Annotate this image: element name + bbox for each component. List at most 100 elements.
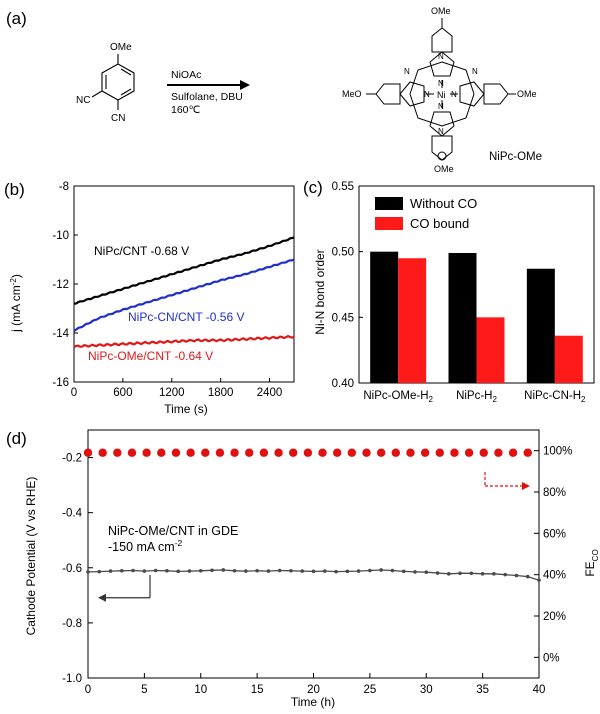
panel-c-ytick-label: 0.55 (332, 181, 354, 193)
panel-c-ylabel: Ni-N bond order (313, 249, 327, 334)
panel-d-potential-point (153, 568, 158, 573)
panel-d-fe-point (435, 448, 444, 457)
panel-b-label: (b) (4, 180, 25, 199)
panel-d-fe-point (376, 448, 386, 457)
panel-b-ytick-label: -12 (52, 279, 69, 291)
ring-n-1: N (438, 79, 444, 88)
panel-d-fe-point (127, 448, 137, 457)
panel-c-bar-1-0 (398, 258, 427, 383)
panel-b-series-0 (73, 236, 295, 305)
panel-d-fe-point (83, 448, 93, 457)
panel-c-bar-0-0 (370, 251, 399, 383)
reagent-3: 160℃ (171, 104, 201, 116)
panel-c-ytick-label: 0.40 (332, 378, 354, 390)
panel-d-fe-point (450, 448, 459, 457)
panel-d-potential-point (334, 569, 338, 574)
panel-d-potential-point (142, 569, 147, 573)
panel-c-bar-0-2 (526, 268, 555, 383)
panel-d-xtick-label: 40 (533, 684, 546, 696)
panel-d-fe-point (523, 448, 532, 457)
product-name: NiPc-OMe (489, 151, 542, 163)
panel-d-potential-point (379, 568, 383, 572)
panel-d-xtick-label: 5 (141, 684, 147, 696)
panel-c-legend-label-1: CO bound (410, 216, 469, 231)
panel-d-fe-point (274, 448, 283, 457)
reagent-1: NiOAc (171, 69, 201, 81)
panel-c-ytick-label: 0.45 (332, 312, 354, 324)
panel-d-plot-area: 0 5 10 15 20 25 30 35 40 -1.0 -0.8 -0.6 -0.4 -0.2 0% 20… (62, 429, 572, 696)
panel-d-annotation-1: NiPc-OMe/CNT in GDE (108, 524, 238, 538)
panel-c-category-label: NiPc-H2 (456, 390, 497, 404)
panel-d-ytick-left-label: -0.2 (62, 453, 82, 465)
panel-d-xlabel: Time (h) (291, 695, 335, 709)
panel-d-fe-point (186, 448, 195, 457)
panel-c-label: (c) (303, 178, 323, 197)
panel-d-potential-point (401, 569, 406, 574)
panel-b-xlabel: Time (s) (164, 402, 208, 416)
panel-d-fe-point (391, 448, 401, 457)
panel-d-potential-point (514, 573, 519, 578)
panel-d-xtick-label: 30 (420, 684, 433, 696)
panel-d-potential-point (480, 572, 485, 576)
panel-d-label: (d) (6, 429, 27, 448)
panel-b-ytick-label: -8 (59, 181, 69, 193)
panel-d-fe-point (318, 448, 327, 457)
panel-d-fe-point (332, 448, 342, 457)
panel-a-label: (a) (6, 9, 27, 28)
panel-d-ylabel-left: Cathode Potential (V vs RHE) (24, 477, 38, 636)
panel-d-potential-point (97, 569, 102, 574)
panel-b-xtick-label: 600 (113, 387, 132, 399)
panel-d-fe-point (479, 448, 488, 457)
panel-b-ylabel: j (mA cm-2) (9, 274, 23, 333)
panel-d-potential-point (322, 569, 327, 573)
panel-d-potential-point (503, 572, 507, 577)
panel-d-ytick-left-label: -1.0 (62, 673, 82, 685)
panel-c-bar-1-2 (554, 335, 583, 383)
panel-d-potential-point (266, 569, 271, 573)
panel-d-potential-point (424, 570, 429, 574)
panel-d-frame (87, 429, 540, 679)
panel-d-xtick-label: 35 (476, 684, 489, 696)
panel-d-potential-point (277, 568, 282, 573)
panel-d-potential-point (356, 569, 361, 573)
ring-n-5: N (438, 52, 444, 61)
panel-d-potential-point (120, 569, 124, 573)
panel-d-xtick-label: 25 (363, 684, 376, 696)
reactant-nc: NC (76, 95, 90, 106)
panel-c-ytick-label: 0.50 (332, 247, 354, 259)
panel-d-potential-point (255, 569, 259, 573)
ring-n-3: N (424, 90, 430, 99)
panel-d-potential-point (108, 569, 113, 573)
product-structure (366, 18, 516, 161)
panel-d-potential-point (435, 571, 440, 575)
panel-c-plot-area: 0.40 0.45 0.50 0.55 NiPc-OMe-H2 NiPc-H2 NiPc-C… (332, 181, 595, 404)
panel-d-fe-point (464, 448, 474, 457)
panel-d-xtick-label: 20 (307, 684, 320, 696)
panel-d-ytick-left-label: -0.4 (62, 508, 82, 520)
ring-n-2: N (438, 102, 444, 111)
panel-c-legend-swatch-0 (375, 197, 403, 210)
panel-d-xtick-label: 10 (194, 684, 207, 696)
panel-d-ytick-right-label: 100% (543, 446, 572, 458)
panel-b-ytick-label: -14 (52, 328, 69, 340)
panel-d-arrow-right-head (522, 482, 530, 490)
panel-d-fe-point (113, 448, 122, 457)
panel-b-ytick-label: -10 (52, 230, 69, 242)
panel-d-potential-point (458, 571, 462, 576)
panel-d-ytick-left-label: -0.6 (62, 563, 82, 575)
panel-d-fe-point (508, 448, 518, 457)
panel-d-ytick-left-label: -0.8 (62, 618, 82, 630)
panel-b-xtick-label: 1200 (159, 387, 185, 399)
panel-d-fe-point (98, 448, 107, 457)
panel-d-potential-point (345, 569, 350, 574)
reagent-2: Sulfolane, DBU (171, 91, 243, 103)
ring-n-7: N (404, 67, 410, 76)
panel-d-potential-point (244, 569, 248, 573)
panel-d-fe-point (230, 448, 239, 457)
panel-b-xtick-label: 2400 (257, 387, 283, 399)
panel-d-potential-point (525, 574, 530, 579)
panel-d-ytick-right-label: 0% (543, 652, 560, 664)
panel-d-xtick-label: 0 (85, 684, 91, 696)
product-left-meo: MeO (342, 89, 362, 99)
panel-c-bar-1-1 (476, 317, 505, 383)
